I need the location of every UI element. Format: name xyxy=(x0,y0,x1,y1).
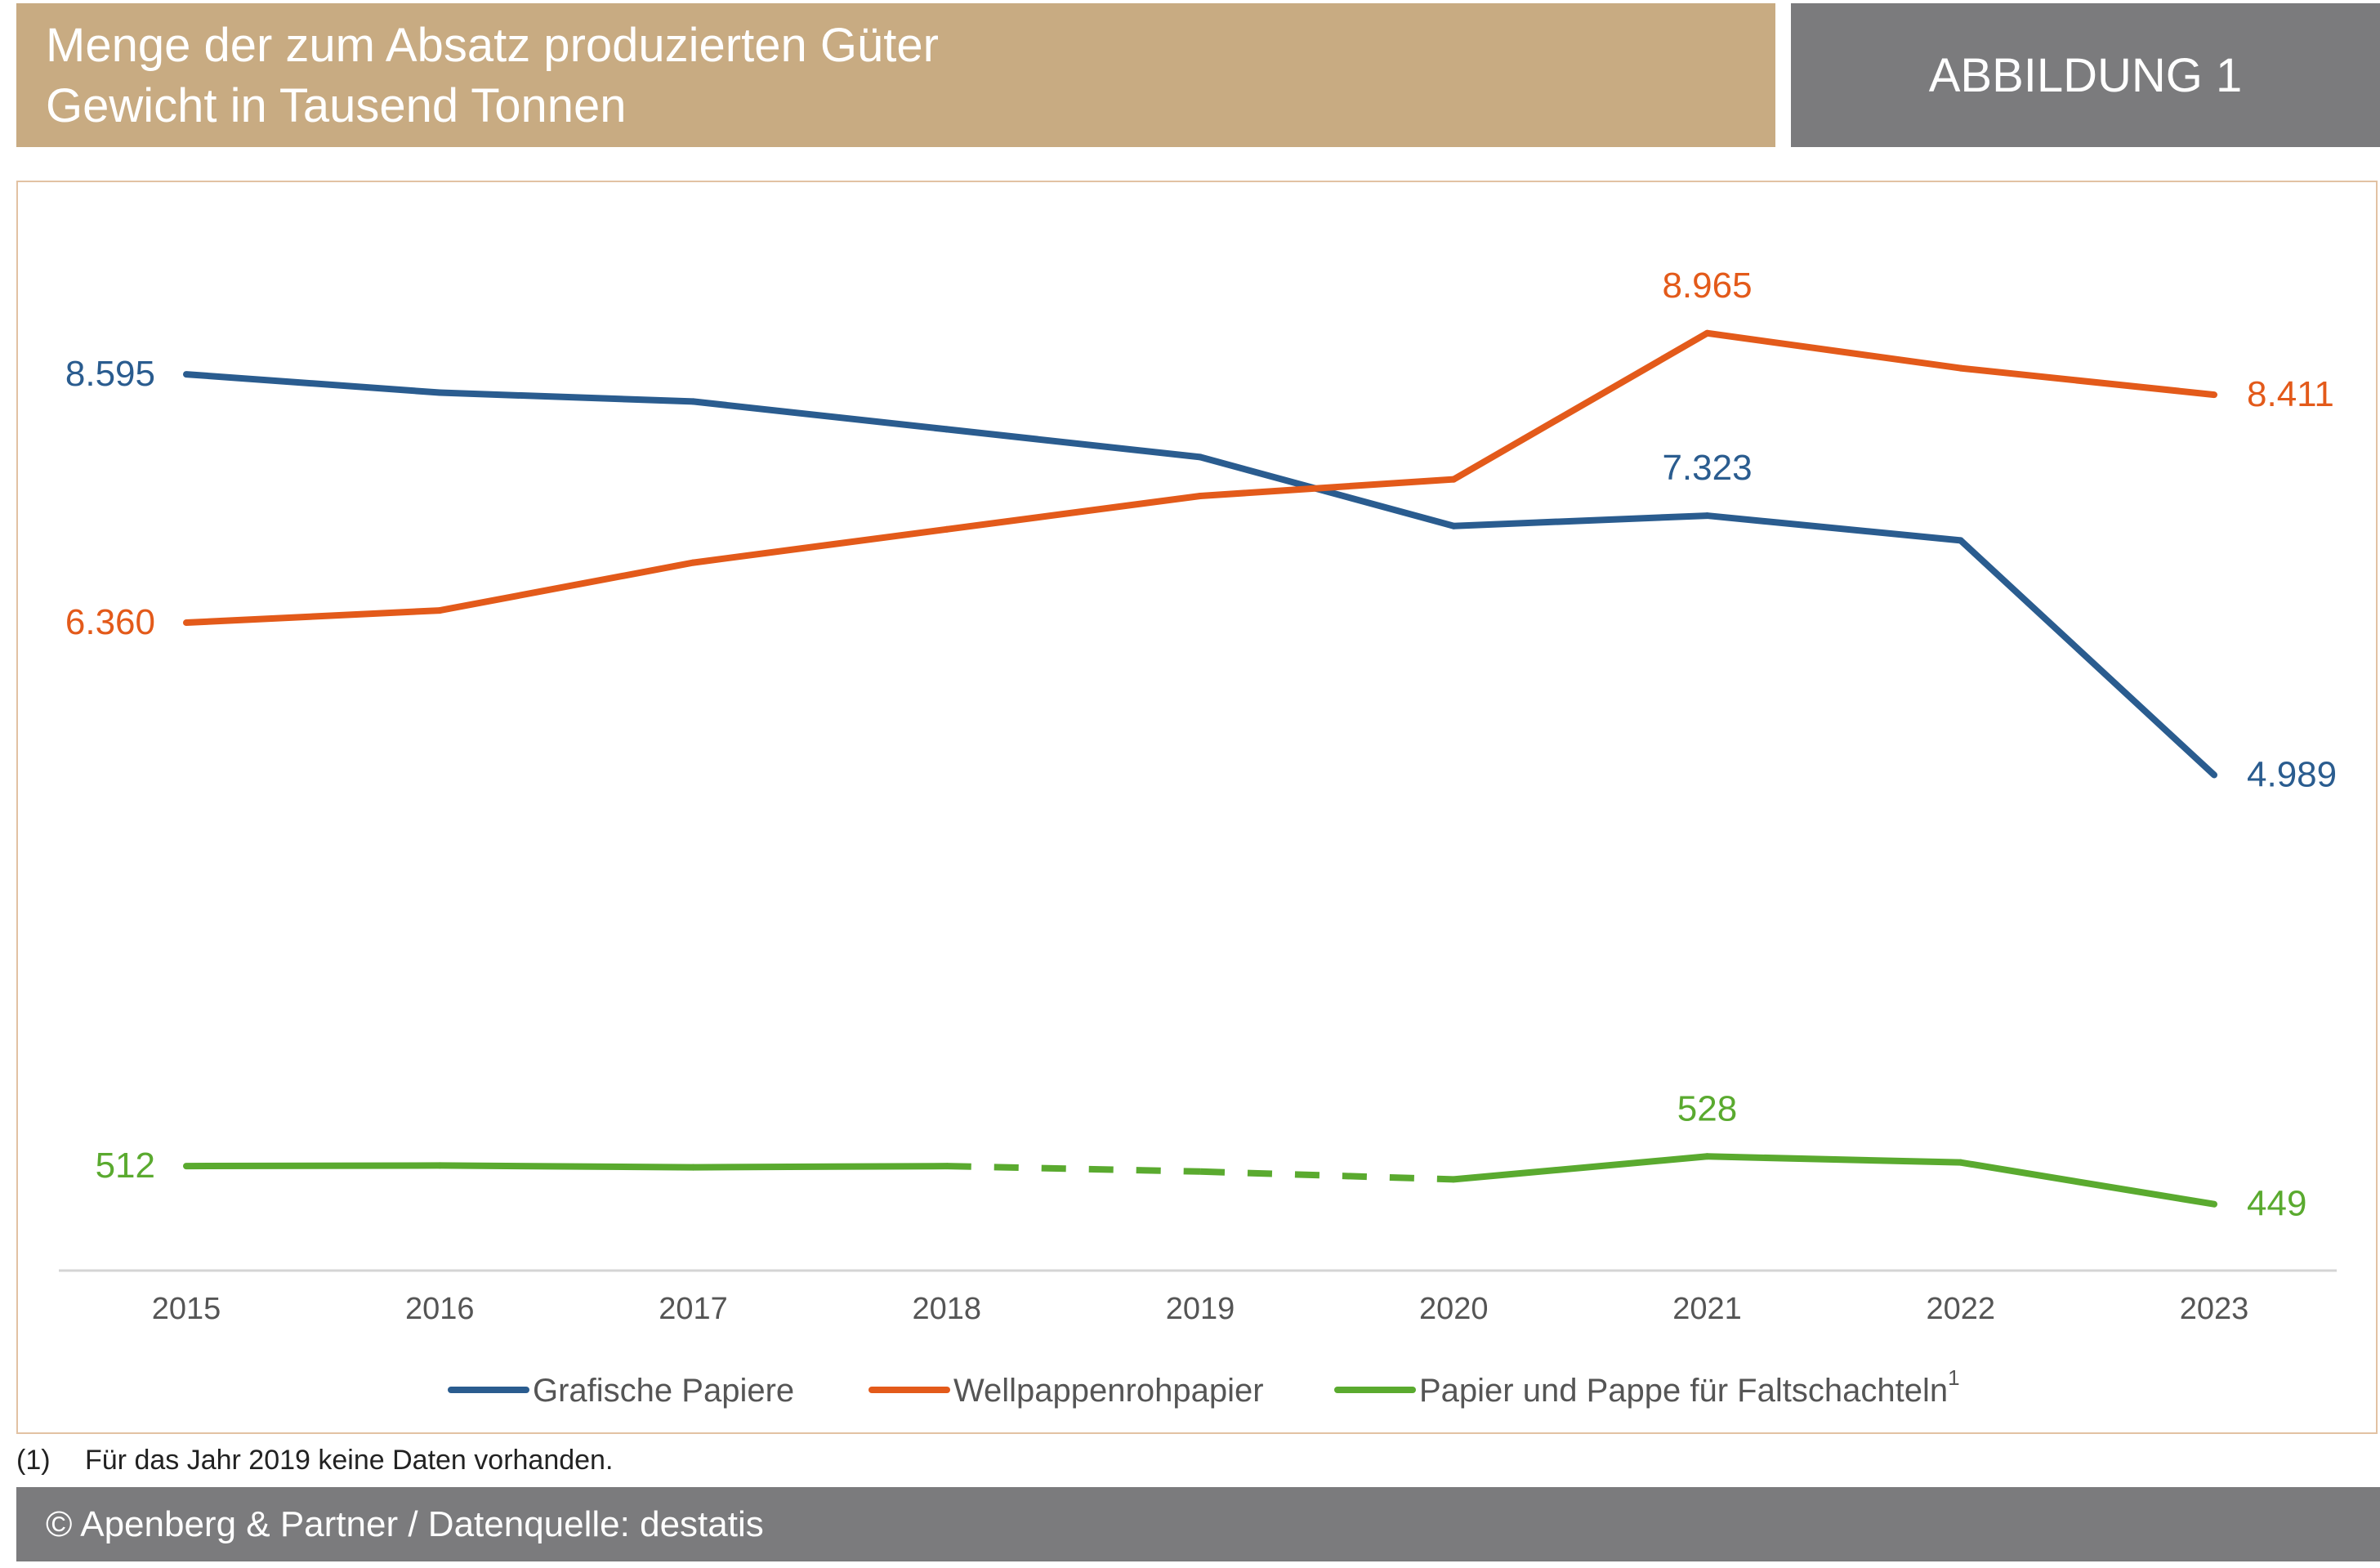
data-label: 449 xyxy=(2247,1184,2306,1224)
series-line-segment xyxy=(943,426,1203,461)
x-tick-label: 2018 xyxy=(912,1292,981,1326)
x-tick-label: 2021 xyxy=(1672,1292,1742,1326)
series-line-segment xyxy=(436,1162,697,1171)
series-line-segment xyxy=(1197,476,1458,499)
series-line-segment xyxy=(1957,364,2217,399)
source-text: © Apenberg & Partner / Datenquelle: dest… xyxy=(46,1503,764,1544)
data-label: 6.360 xyxy=(65,602,155,642)
series-line-segment xyxy=(943,493,1203,533)
series-line-segment xyxy=(1450,512,1711,529)
series-line-segment xyxy=(1957,537,2217,779)
x-tick-label: 2022 xyxy=(1926,1292,1995,1326)
figure-badge: ABBILDUNG 1 xyxy=(1791,3,2380,147)
series-line-segment xyxy=(183,1162,444,1170)
series-line-segment xyxy=(436,389,697,405)
footnote-mark: (1) xyxy=(16,1445,51,1476)
data-label: 8.595 xyxy=(65,354,155,394)
x-tick-label: 2019 xyxy=(1166,1292,1235,1326)
x-tick-label: 2015 xyxy=(152,1292,221,1326)
series-line-segment xyxy=(1197,453,1458,529)
data-label: 4.989 xyxy=(2247,754,2337,794)
series-line-segment xyxy=(1450,329,1711,483)
data-label: 8.965 xyxy=(1662,266,1752,306)
series-line-segment xyxy=(1704,1153,1964,1166)
x-tick-label: 2023 xyxy=(2180,1292,2249,1326)
series-line-segment xyxy=(1704,512,1964,544)
legend-footnote-mark: 1 xyxy=(1948,1365,1959,1390)
data-label: 7.323 xyxy=(1662,448,1752,488)
footnote-text: Für das Jahr 2019 keine Daten vorhanden. xyxy=(85,1445,614,1476)
series-line-segment xyxy=(690,398,950,433)
series-line-segment xyxy=(1957,1159,2217,1208)
x-tick-label: 2020 xyxy=(1419,1292,1489,1326)
legend-label: Papier und Pappe für Faltschachteln1 xyxy=(1419,1365,1960,1409)
header-title-box: Menge der zum Absatz produzierten Güter … xyxy=(16,3,1775,147)
series-line-segment xyxy=(436,559,697,614)
chart-frame: 2015 2016 2017 2018 2019 2020 2021 2022 2023 8.59… xyxy=(16,181,2378,1434)
data-label: 512 xyxy=(96,1146,155,1186)
series-line-segment xyxy=(1450,1153,1711,1183)
line-chart: 2015 2016 2017 2018 2019 2020 2021 2022 2023 8.59… xyxy=(59,266,2337,1409)
series-line-segment xyxy=(1199,1168,1454,1183)
data-label: 528 xyxy=(1677,1088,1737,1128)
series-line-segment xyxy=(690,1163,950,1171)
x-tick-label: 2017 xyxy=(659,1292,728,1326)
series-line-segment xyxy=(946,1163,1201,1175)
series-line-segment xyxy=(690,525,950,566)
source-footer: © Apenberg & Partner / Datenquelle: dest… xyxy=(16,1487,2380,1561)
legend-label: Grafische Papiere xyxy=(533,1373,794,1409)
legend-label: Wellpappenrohpapier xyxy=(953,1373,1264,1409)
chart-title: Menge der zum Absatz produzierten Güter xyxy=(46,19,939,72)
series-line-segment xyxy=(183,607,444,627)
series-line-segment xyxy=(1704,329,1964,372)
x-tick-label: 2016 xyxy=(405,1292,475,1326)
series-line-segment xyxy=(183,371,444,396)
footnote: (1) Für das Jahr 2019 keine Daten vorhand… xyxy=(16,1445,613,1476)
data-label: 8.411 xyxy=(2247,374,2334,414)
chart-subtitle: Gewicht in Tausend Tonnen xyxy=(46,79,627,132)
